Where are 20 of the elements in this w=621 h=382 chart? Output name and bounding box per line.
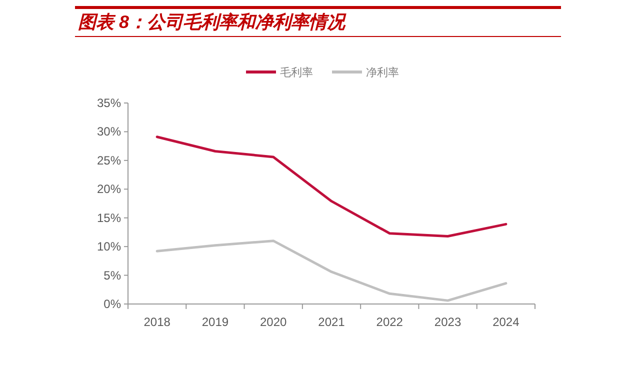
x-tick-label: 2021	[318, 315, 346, 329]
x-tick-label: 2022	[376, 315, 404, 329]
y-tick-label: 0%	[104, 297, 122, 311]
line-series	[156, 136, 508, 238]
y-tick-label: 25%	[96, 153, 122, 168]
x-tick-label: 2019	[202, 315, 229, 329]
line-series	[156, 240, 508, 302]
y-tick-label: 15%	[96, 210, 122, 225]
legend-label: 毛利率	[280, 66, 313, 79]
y-tick-label: 30%	[96, 124, 122, 139]
x-tick-label: 2024	[492, 315, 520, 329]
y-tick-label: 5%	[104, 268, 122, 282]
chart-title: 图表 8：公司毛利率和净利率情况	[78, 12, 348, 32]
x-tick-label: 2023	[434, 315, 462, 329]
x-tick-label: 2020	[260, 315, 288, 329]
legend-label: 净利率	[366, 66, 399, 79]
x-tick-label: 2018	[144, 315, 171, 329]
y-tick-label: 10%	[96, 240, 122, 254]
y-tick-label: 35%	[96, 96, 122, 110]
y-tick-label: 20%	[96, 182, 122, 196]
